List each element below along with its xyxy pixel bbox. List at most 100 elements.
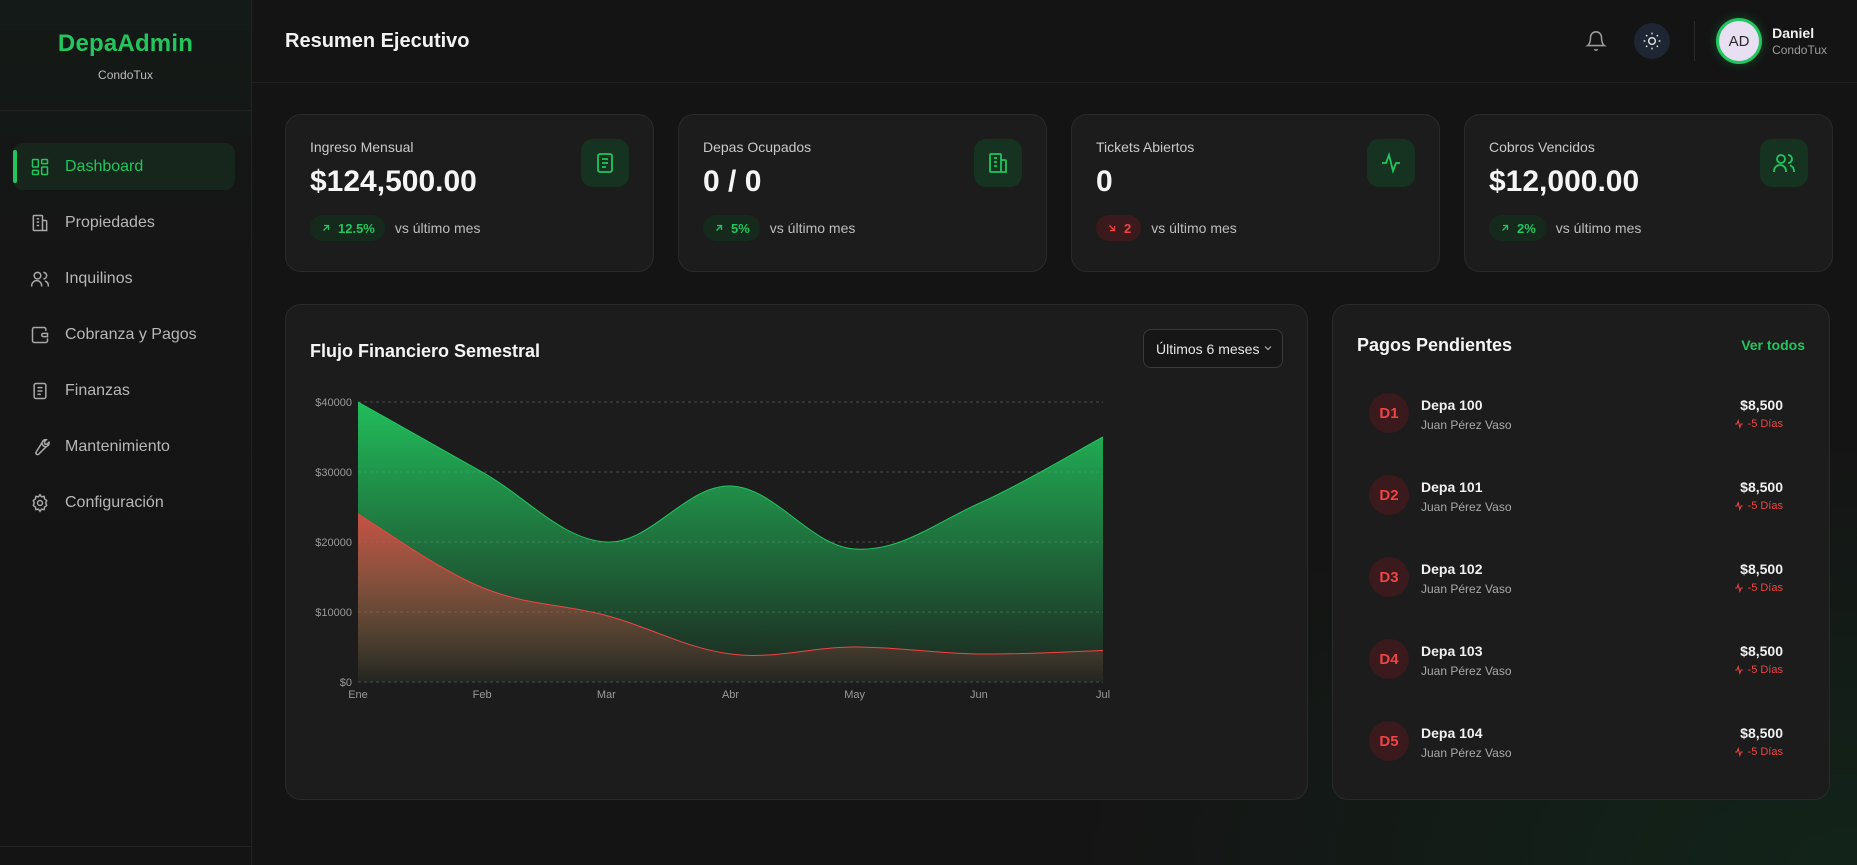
sidebar-item-configuracion[interactable]: Configuración	[13, 479, 235, 526]
unit-name: Depa 101	[1421, 479, 1483, 495]
amount: $8,500	[1740, 561, 1783, 577]
x-tick-label: Ene	[348, 689, 368, 701]
sidebar-item-cobranza[interactable]: Cobranza y Pagos	[13, 311, 235, 358]
amount: $8,500	[1740, 725, 1783, 741]
unit-name: Depa 102	[1421, 561, 1483, 577]
sidebar-item-label: Inquilinos	[65, 269, 133, 287]
kpi-footer: 2% vs último mes	[1489, 215, 1808, 241]
trend-value: 2	[1124, 220, 1132, 236]
view-all-link[interactable]: Ver todos	[1741, 337, 1805, 353]
dashboard-icon	[29, 156, 51, 178]
tenant-name: Juan Pérez Vaso	[1421, 664, 1512, 678]
gear-icon	[29, 492, 51, 514]
wrench-icon	[29, 436, 51, 458]
unit-badge: D3	[1369, 557, 1409, 597]
sun-icon[interactable]	[1634, 23, 1671, 59]
series-line-2	[357, 513, 1104, 656]
x-tick-label: May	[844, 689, 865, 701]
y-tick-label: $0	[340, 677, 352, 689]
x-tick-label: Abr	[722, 689, 739, 701]
kpi-card-depas: Depas Ocupados 0 / 0 5% vs último mes	[678, 114, 1047, 272]
sidebar-item-mantenimiento[interactable]: Mantenimiento	[13, 423, 235, 470]
y-tick-label: $30000	[315, 467, 352, 479]
trend-badge: 5%	[703, 215, 760, 241]
x-tick-label: Jun	[970, 689, 988, 701]
header-divider	[1694, 21, 1696, 61]
activity-icon	[1734, 665, 1743, 675]
user-name: Daniel	[1772, 25, 1815, 41]
kpi-value: $12,000.00	[1489, 165, 1640, 198]
kpi-note: vs último mes	[394, 220, 481, 236]
y-tick-label: $20000	[315, 537, 352, 549]
kpi-card-ingreso: Ingreso Mensual $124,500.00 12.5% vs últ…	[285, 114, 654, 272]
range-select[interactable]: Últimos 6 meses	[1143, 329, 1283, 368]
tenant-name: Juan Pérez Vaso	[1421, 746, 1512, 760]
series-area-2	[358, 514, 1103, 682]
sidebar-item-propiedades[interactable]: Propiedades	[13, 199, 235, 246]
sidebar-item-finanzas[interactable]: Finanzas	[13, 367, 235, 414]
unit-badge: D4	[1369, 639, 1409, 679]
pending-title: Pagos Pendientes	[1357, 335, 1513, 355]
trend-value: 12.5%	[338, 220, 375, 236]
amount: $8,500	[1740, 643, 1783, 659]
y-tick-label: $10000	[315, 607, 352, 619]
unit-badge: D1	[1369, 393, 1409, 433]
overdue-days: -5 Días	[1734, 418, 1783, 430]
sidebar-item-label: Dashboard	[65, 157, 144, 175]
x-tick-label: Feb	[473, 689, 492, 701]
unit-name: Depa 103	[1421, 643, 1483, 659]
list-item[interactable]: D1 Depa 100 Juan Pérez Vaso $8,500 -5 Dí…	[1369, 393, 1783, 475]
arrow-up-right-icon	[323, 224, 330, 231]
sidebar-item-label: Finanzas	[65, 381, 130, 399]
activity-icon	[1367, 139, 1415, 187]
kpi-footer: 12.5% vs último mes	[310, 215, 629, 241]
kpi-note: vs último mes	[1151, 220, 1237, 236]
list-item[interactable]: D2 Depa 101 Juan Pérez Vaso $8,500 -5 Dí…	[1369, 475, 1783, 557]
unit-name: Depa 104	[1421, 725, 1483, 741]
kpi-label: Tickets Abiertos	[1096, 139, 1195, 155]
kpi-footer: 5% vs último mes	[703, 215, 1022, 241]
kpi-label: Depas Ocupados	[703, 139, 812, 155]
x-tick-label: Mar	[597, 689, 616, 701]
list-item[interactable]: D3 Depa 102 Juan Pérez Vaso $8,500 -5 Dí…	[1369, 557, 1783, 639]
days-value: -5 Días	[1747, 746, 1783, 758]
user-info[interactable]: Daniel CondoTux	[1772, 25, 1827, 57]
kpi-label: Cobros Vencidos	[1489, 139, 1595, 155]
top-actions: AD Daniel CondoTux	[1578, 21, 1827, 61]
sidebar-item-label: Configuración	[65, 493, 164, 511]
users-icon	[1760, 139, 1808, 187]
kpi-footer: 2 vs último mes	[1096, 215, 1415, 241]
kpi-card-cobros: Cobros Vencidos $12,000.00 2% vs último …	[1464, 114, 1833, 272]
amount: $8,500	[1740, 397, 1783, 413]
wallet-icon	[29, 324, 51, 346]
sidebar: DepaAdmin CondoTux Dashboard Propiedades	[0, 0, 252, 865]
sidebar-item-dashboard[interactable]: Dashboard	[13, 143, 235, 190]
chart-title: Flujo Financiero Semestral	[310, 341, 541, 361]
main-content: Resumen Ejecutivo AD Daniel CondoTux Ing…	[252, 0, 1857, 865]
trend-badge: 12.5%	[310, 215, 385, 241]
page-title: Resumen Ejecutivo	[285, 29, 470, 52]
kpi-value: $124,500.00	[310, 165, 477, 198]
range-select-value: Últimos 6 meses	[1156, 340, 1260, 357]
brand: DepaAdmin CondoTux	[0, 0, 251, 111]
kpi-note: vs último mes	[1555, 220, 1642, 236]
days-value: -5 Días	[1747, 582, 1783, 594]
chart-card: $0 $10000 $20000 $30000 $40000 Ene Feb Mar Abr Ma…	[285, 304, 1308, 800]
avatar[interactable]: AD	[1719, 21, 1760, 61]
building-icon	[974, 139, 1022, 187]
building-icon	[29, 212, 51, 234]
sidebar-nav: Dashboard Propiedades Inquilinos Cobranz…	[0, 111, 251, 526]
unit-badge: D2	[1369, 475, 1409, 515]
topbar: Resumen Ejecutivo AD Daniel CondoTux	[252, 0, 1857, 83]
list-item[interactable]: D4 Depa 103 Juan Pérez Vaso $8,500 -5 Dí…	[1369, 639, 1783, 721]
tenant-name: Juan Pérez Vaso	[1421, 418, 1512, 432]
unit-badge: D5	[1369, 721, 1409, 761]
kpi-cards: Ingreso Mensual $124,500.00 12.5% vs últ…	[285, 114, 1833, 272]
list-item[interactable]: D5 Depa 104 Juan Pérez Vaso $8,500 -5 Dí…	[1369, 721, 1783, 803]
y-tick-label: $40000	[315, 397, 352, 409]
sidebar-item-inquilinos[interactable]: Inquilinos	[13, 255, 235, 302]
sidebar-footer-divider	[0, 846, 251, 847]
bell-icon[interactable]	[1578, 23, 1614, 59]
unit-name: Depa 100	[1421, 397, 1483, 413]
brand-title[interactable]: DepaAdmin	[57, 30, 194, 57]
